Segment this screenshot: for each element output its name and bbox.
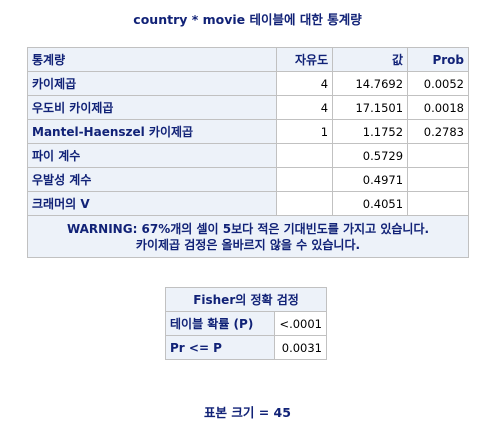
cell-prob bbox=[407, 143, 469, 168]
table-row: 크래머의 V 0.4051 bbox=[26, 191, 469, 216]
row-label-phi: 파이 계수 bbox=[26, 143, 278, 168]
col-header-value: 값 bbox=[332, 47, 409, 72]
warning-note: WARNING: 67%개의 셀이 5보다 적은 기대빈도를 가지고 있습니다.… bbox=[27, 215, 469, 258]
cell-df: 4 bbox=[276, 95, 334, 120]
fisher-caption: Fisher의 정확 검정 bbox=[165, 287, 327, 312]
table-row: 파이 계수 0.5729 bbox=[26, 143, 469, 168]
cell-value: 17.1501 bbox=[332, 95, 409, 120]
cell-prob: 0.0018 bbox=[407, 95, 469, 120]
cell-df: 1 bbox=[276, 119, 334, 144]
sample-size-footer: 표본 크기 = 45 bbox=[204, 405, 291, 420]
row-label-cramers-v: 크래머의 V bbox=[26, 191, 278, 216]
table-row: 우도비 카이제곱 4 17.1501 0.0018 bbox=[26, 95, 469, 120]
cell-value: 1.1752 bbox=[332, 119, 409, 144]
cell-prob bbox=[407, 167, 469, 192]
row-label-table-prob: 테이블 확률 (P) bbox=[164, 311, 276, 336]
warning-line-2: 카이제곱 검정은 올바르지 않을 수 있습니다. bbox=[135, 237, 361, 252]
row-label-likelihood-ratio: 우도비 카이제곱 bbox=[26, 95, 278, 120]
table-row: 카이제곱 4 14.7692 0.0052 bbox=[26, 71, 469, 96]
table-row: 테이블 확률 (P) <.0001 bbox=[164, 311, 327, 336]
cell-df bbox=[276, 167, 334, 192]
cell-value: 0.5729 bbox=[332, 143, 409, 168]
cell-prob: 0.2783 bbox=[407, 119, 469, 144]
col-header-df: 자유도 bbox=[276, 47, 334, 72]
row-label-contingency: 우발성 계수 bbox=[26, 167, 278, 192]
statistics-header-row: 통계량 자유도 값 Prob bbox=[26, 47, 469, 72]
cell-df: 4 bbox=[276, 71, 334, 96]
cell-value: 0.0031 bbox=[274, 335, 327, 360]
warning-row: WARNING: 67%개의 셀이 5보다 적은 기대빈도를 가지고 있습니다.… bbox=[27, 215, 469, 258]
cell-value: 14.7692 bbox=[332, 71, 409, 96]
cell-value: 0.4971 bbox=[332, 167, 409, 192]
cell-df bbox=[276, 143, 334, 168]
table-row: Pr <= P 0.0031 bbox=[164, 335, 327, 360]
table-row: Mantel-Haenszel 카이제곱 1 1.1752 0.2783 bbox=[26, 119, 469, 144]
cell-value: 0.4051 bbox=[332, 191, 409, 216]
table-title: country * movie 테이블에 대한 통계량 bbox=[133, 12, 362, 27]
fisher-caption-row: Fisher의 정확 검정 bbox=[165, 287, 327, 312]
col-header-statistic: 통계량 bbox=[26, 47, 278, 72]
statistics-table: 통계량 자유도 값 Prob 카이제곱 4 14.7692 0.0052 우도비… bbox=[26, 47, 469, 258]
col-header-prob: Prob bbox=[407, 47, 469, 72]
cell-df bbox=[276, 191, 334, 216]
row-label-chisq: 카이제곱 bbox=[26, 71, 278, 96]
cell-prob bbox=[407, 191, 469, 216]
row-label-pr-le-p: Pr <= P bbox=[164, 335, 276, 360]
row-label-mantel-haenszel: Mantel-Haenszel 카이제곱 bbox=[26, 119, 278, 144]
warning-line-1: WARNING: 67%개의 셀이 5보다 적은 기대빈도를 가지고 있습니다. bbox=[66, 221, 430, 236]
fisher-exact-table: Fisher의 정확 검정 테이블 확률 (P) <.0001 Pr <= P … bbox=[164, 287, 327, 360]
cell-value: <.0001 bbox=[274, 311, 327, 336]
table-row: 우발성 계수 0.4971 bbox=[26, 167, 469, 192]
cell-prob: 0.0052 bbox=[407, 71, 469, 96]
